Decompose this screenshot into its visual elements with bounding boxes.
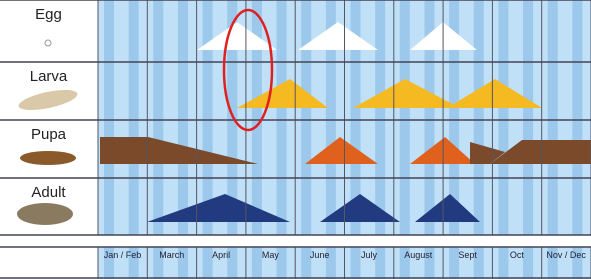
- stage-label: Larva: [0, 68, 97, 85]
- stripe: [178, 0, 188, 235]
- stripe: [153, 0, 163, 235]
- stripe: [498, 0, 508, 235]
- month-label: April: [197, 250, 246, 261]
- stage-label: Adult: [0, 184, 97, 201]
- stripe: [474, 0, 484, 235]
- stripe: [277, 0, 287, 235]
- egg-icon: [45, 40, 51, 46]
- stripe: [375, 0, 385, 235]
- stripe: [523, 0, 533, 235]
- life-cycle-chart: EggLarvaPupaAdultJan / FebMarchAprilMayJ…: [0, 0, 591, 279]
- month-label: June: [295, 250, 344, 261]
- stripe: [400, 0, 410, 235]
- stripe: [104, 0, 114, 235]
- month-label: March: [147, 250, 196, 261]
- stage-label: Egg: [0, 6, 97, 23]
- stripe: [572, 0, 582, 235]
- stripe: [301, 0, 311, 235]
- stripe: [548, 0, 558, 235]
- month-label: Oct: [492, 250, 541, 261]
- stage-label: Pupa: [0, 126, 97, 143]
- month-label: May: [246, 250, 295, 261]
- month-label: August: [394, 250, 443, 261]
- month-label: Nov / Dec: [542, 250, 591, 261]
- larva-icon: [17, 86, 79, 114]
- month-label: Jan / Feb: [98, 250, 147, 261]
- month-label: Sept: [443, 250, 492, 261]
- month-label: July: [345, 250, 394, 261]
- pupa-icon: [20, 151, 76, 165]
- adult-icon: [17, 203, 73, 225]
- stripe: [129, 0, 139, 235]
